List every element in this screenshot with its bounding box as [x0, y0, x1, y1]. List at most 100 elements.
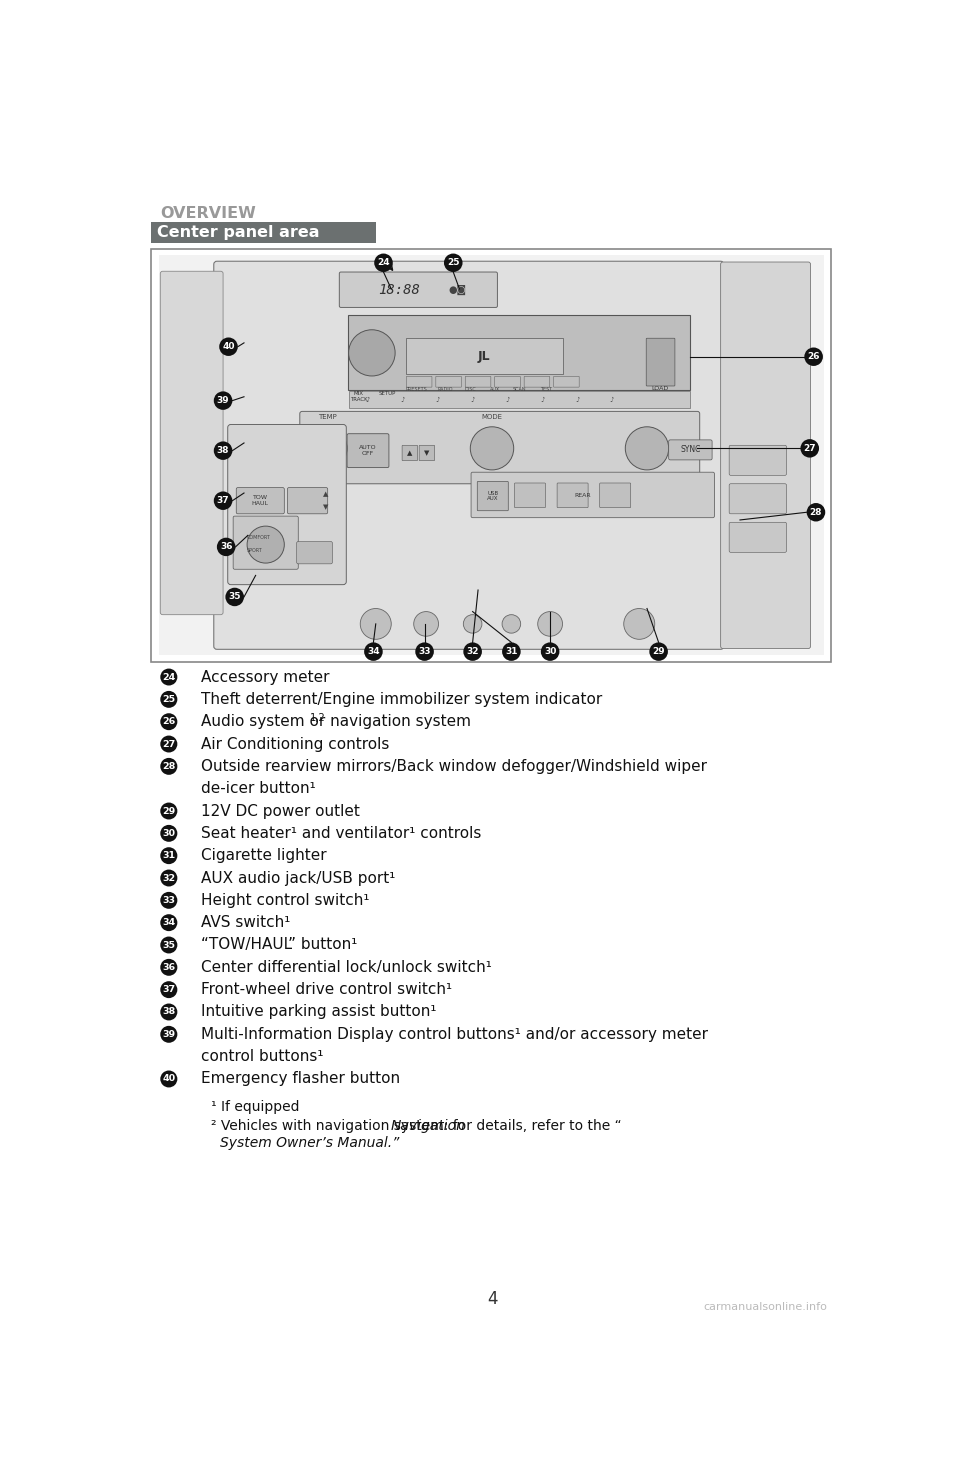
Text: ♪: ♪: [436, 396, 440, 402]
Text: TEST: TEST: [540, 387, 552, 392]
Text: 27: 27: [162, 739, 176, 748]
Circle shape: [464, 643, 482, 660]
FancyBboxPatch shape: [721, 263, 810, 649]
FancyBboxPatch shape: [730, 484, 786, 513]
Circle shape: [160, 825, 178, 841]
Text: ▼: ▼: [424, 450, 429, 456]
Text: Emergency flasher button: Emergency flasher button: [202, 1071, 400, 1086]
Circle shape: [247, 527, 284, 562]
Circle shape: [540, 643, 560, 660]
FancyBboxPatch shape: [300, 411, 700, 484]
Circle shape: [160, 847, 178, 864]
Text: AUTO
OFF: AUTO OFF: [359, 445, 377, 456]
Text: Center panel area: Center panel area: [157, 226, 320, 240]
Text: 29: 29: [652, 647, 665, 656]
Text: 24: 24: [377, 258, 390, 267]
Text: Intuitive parking assist button¹: Intuitive parking assist button¹: [202, 1005, 437, 1020]
Text: 25: 25: [447, 258, 460, 267]
Text: Navigation: Navigation: [391, 1119, 466, 1132]
Text: SYNC: SYNC: [681, 445, 701, 454]
Circle shape: [538, 611, 563, 637]
Text: 34: 34: [367, 647, 380, 656]
FancyBboxPatch shape: [151, 223, 375, 243]
Text: ♪: ♪: [470, 396, 475, 402]
Text: 34: 34: [162, 919, 176, 928]
Text: 33: 33: [419, 647, 431, 656]
Text: 36: 36: [220, 543, 232, 552]
Circle shape: [214, 392, 232, 410]
Text: 25: 25: [162, 695, 176, 703]
Circle shape: [624, 608, 655, 640]
Text: ♪: ♪: [505, 396, 510, 402]
Text: 39: 39: [162, 1030, 176, 1039]
Text: Outside rearview mirrors/Back window defogger/Windshield wiper: Outside rearview mirrors/Back window def…: [202, 758, 708, 773]
Text: 12V DC power outlet: 12V DC power outlet: [202, 803, 360, 819]
FancyBboxPatch shape: [228, 424, 347, 585]
Text: de-icer button¹: de-icer button¹: [202, 781, 316, 797]
FancyBboxPatch shape: [233, 516, 299, 570]
Circle shape: [364, 643, 383, 660]
Text: carmanualsonline.info: carmanualsonline.info: [703, 1301, 827, 1312]
FancyBboxPatch shape: [436, 377, 462, 387]
Circle shape: [160, 870, 178, 886]
Text: SPORT: SPORT: [247, 548, 262, 554]
Text: Height control switch¹: Height control switch¹: [202, 893, 370, 908]
Circle shape: [360, 608, 392, 640]
Circle shape: [416, 643, 434, 660]
Text: ♪: ♪: [366, 396, 371, 402]
Text: ♪: ♪: [575, 396, 580, 402]
Text: 38: 38: [217, 447, 229, 456]
Circle shape: [806, 503, 826, 521]
FancyBboxPatch shape: [158, 255, 824, 656]
Text: OVERVIEW: OVERVIEW: [160, 206, 256, 221]
Text: 32: 32: [467, 647, 479, 656]
Text: ♪: ♪: [610, 396, 614, 402]
Circle shape: [160, 892, 178, 908]
FancyBboxPatch shape: [214, 261, 724, 650]
FancyBboxPatch shape: [348, 392, 689, 408]
Text: Theft deterrent/Engine immobilizer system indicator: Theft deterrent/Engine immobilizer syste…: [202, 692, 603, 706]
FancyBboxPatch shape: [420, 445, 435, 460]
Text: 35: 35: [162, 941, 176, 950]
Text: Front-wheel drive control switch¹: Front-wheel drive control switch¹: [202, 982, 452, 997]
Circle shape: [374, 254, 393, 272]
Text: 24: 24: [162, 672, 176, 681]
Circle shape: [160, 959, 178, 976]
Text: ² Vehicles with navigation system: for details, refer to the “: ² Vehicles with navigation system: for d…: [210, 1119, 621, 1132]
Circle shape: [160, 736, 178, 752]
Circle shape: [214, 491, 232, 510]
FancyBboxPatch shape: [160, 272, 223, 614]
Circle shape: [214, 441, 232, 460]
Text: PRESETS: PRESETS: [405, 387, 427, 392]
FancyBboxPatch shape: [297, 542, 332, 564]
FancyBboxPatch shape: [348, 315, 690, 390]
Text: 40: 40: [223, 343, 235, 352]
Text: Accessory meter: Accessory meter: [202, 669, 330, 684]
FancyBboxPatch shape: [554, 377, 579, 387]
Circle shape: [160, 692, 178, 708]
Text: REAR: REAR: [574, 493, 591, 497]
Text: control buttons¹: control buttons¹: [202, 1049, 324, 1064]
Text: MODE: MODE: [482, 414, 502, 420]
Text: SCAN: SCAN: [513, 387, 527, 392]
Text: ▲: ▲: [407, 450, 413, 456]
Circle shape: [160, 1070, 178, 1088]
Text: 30: 30: [544, 647, 556, 656]
Text: TEMP: TEMP: [319, 414, 337, 420]
Circle shape: [160, 714, 178, 730]
Circle shape: [160, 981, 178, 999]
Text: ▼: ▼: [323, 505, 328, 510]
Text: Seat heater¹ and ventilator¹ controls: Seat heater¹ and ventilator¹ controls: [202, 827, 482, 841]
FancyBboxPatch shape: [494, 377, 520, 387]
Circle shape: [470, 427, 514, 470]
Text: 28: 28: [809, 508, 822, 516]
Text: ●◙: ●◙: [448, 285, 467, 295]
Circle shape: [160, 936, 178, 954]
Circle shape: [414, 611, 439, 637]
Text: ♪: ♪: [400, 396, 405, 402]
Circle shape: [444, 254, 463, 272]
Text: AUX audio jack/USB port¹: AUX audio jack/USB port¹: [202, 871, 396, 886]
Circle shape: [625, 427, 669, 470]
FancyBboxPatch shape: [287, 488, 327, 513]
Circle shape: [502, 614, 520, 634]
